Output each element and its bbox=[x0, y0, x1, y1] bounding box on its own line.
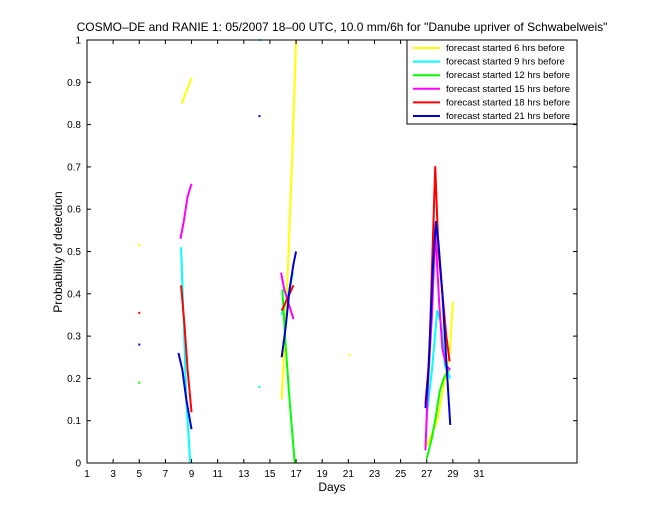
series-6 bbox=[138, 115, 452, 430]
series-2-point-2 bbox=[258, 385, 261, 388]
legend-box bbox=[406, 39, 578, 125]
legend-label-5: forecast started 18 hrs before bbox=[446, 97, 570, 108]
legend: forecast started 6 hrs before forecast st… bbox=[406, 39, 578, 125]
series-1-point-1 bbox=[138, 244, 141, 247]
chart-title: COSMO–DE and RANIE 1: 05/2007 18–00 UTC,… bbox=[77, 20, 608, 34]
x-tick-label-21: 21 bbox=[343, 469, 355, 480]
series-3-line-2 bbox=[425, 369, 450, 460]
series-2-line-1 bbox=[180, 247, 192, 464]
x-tick-label-9: 9 bbox=[189, 469, 195, 480]
x-tick-label-11: 11 bbox=[212, 469, 223, 480]
axes-layer: 1 3 5 7 9 11 13 15 17 19 21 23 25 27 29 3100.10.20.30.4… bbox=[67, 36, 578, 480]
x-tick-label-19: 19 bbox=[317, 469, 329, 480]
x-tick-label-5: 5 bbox=[136, 469, 142, 480]
x-tick-label-1: 1 bbox=[84, 469, 90, 480]
y-tick-label-0-1: 0.1 bbox=[67, 416, 81, 427]
y-tick-label-0: 0 bbox=[75, 459, 81, 470]
legend-label-6: forecast started 21 hrs before bbox=[446, 111, 570, 122]
series-4-line-2 bbox=[280, 272, 295, 320]
series-5-point-1 bbox=[138, 311, 141, 314]
x-tick-label-25: 25 bbox=[395, 469, 407, 480]
y-tick-label-0-4: 0.4 bbox=[67, 289, 81, 300]
x-tick-label-13: 13 bbox=[238, 469, 250, 480]
y-tick-label-0-3: 0.3 bbox=[67, 332, 81, 343]
series-6-line-3 bbox=[424, 220, 452, 425]
x-tick-label-15: 15 bbox=[264, 469, 276, 480]
series-1-point-2 bbox=[348, 354, 351, 357]
y-tick-label-0-5: 0.5 bbox=[67, 247, 81, 258]
x-tick-label-29: 29 bbox=[447, 469, 459, 480]
series-5-line-2 bbox=[280, 284, 295, 312]
x-tick-label-23: 23 bbox=[369, 469, 381, 480]
x-axis-label: Days bbox=[318, 480, 345, 494]
series-4-line-1 bbox=[179, 183, 193, 239]
series-3 bbox=[138, 289, 450, 464]
y-axis-label: Probability of detection bbox=[51, 191, 65, 312]
legend-label-2: forecast started 9 hrs before bbox=[446, 57, 565, 68]
x-tick-label-7: 7 bbox=[163, 469, 169, 480]
series-5-line-1 bbox=[180, 285, 193, 413]
y-tick-label-0-2: 0.2 bbox=[67, 374, 81, 385]
legend-label-3: forecast started 12 hrs before bbox=[446, 70, 570, 81]
legend-items: forecast started 6 hrs before forecast st… bbox=[413, 43, 570, 122]
x-tick-label-3: 3 bbox=[110, 469, 116, 480]
x-tick-label-31: 31 bbox=[473, 469, 485, 480]
legend-label-1: forecast started 6 hrs before bbox=[446, 43, 565, 54]
series-1-line-1 bbox=[180, 77, 193, 104]
x-tick-label-17: 17 bbox=[291, 469, 303, 480]
y-tick-label-0-6: 0.6 bbox=[67, 205, 81, 216]
x-tick-label-27: 27 bbox=[421, 469, 433, 480]
y-tick-label-1: 1 bbox=[75, 36, 81, 47]
series-layer bbox=[138, 39, 454, 464]
series-6-point-2 bbox=[258, 115, 261, 118]
series-1-line-2 bbox=[280, 39, 298, 400]
legend-label-4: forecast started 15 hrs before bbox=[446, 84, 570, 95]
series-3-point-1 bbox=[138, 381, 141, 384]
series-6-line-1 bbox=[177, 352, 193, 430]
series-6-line-2 bbox=[280, 251, 298, 358]
y-tick-label-0-9: 0.9 bbox=[67, 78, 81, 89]
series-6-point-1 bbox=[138, 343, 141, 346]
series-3-line-1 bbox=[281, 289, 296, 464]
y-tick-label-0-7: 0.7 bbox=[67, 162, 81, 173]
y-tick-label-0-8: 0.8 bbox=[67, 120, 81, 131]
